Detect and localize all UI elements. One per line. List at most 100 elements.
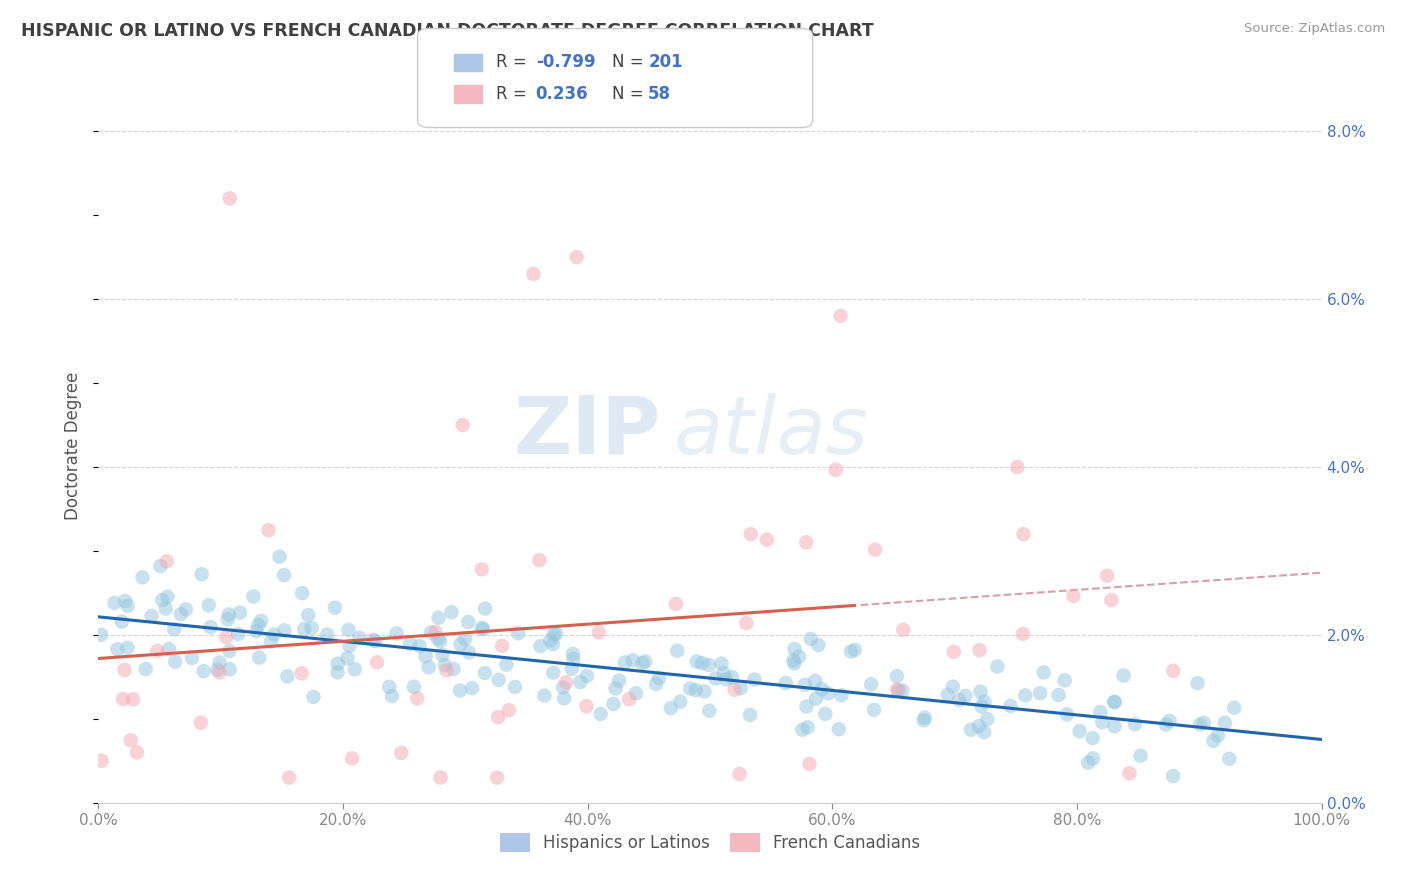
Point	[886, 669, 908, 683]
Point	[229, 606, 252, 620]
Point	[90, 754, 112, 768]
Point	[250, 614, 273, 628]
Point	[817, 686, 839, 700]
Point	[472, 622, 495, 636]
Point	[1062, 589, 1084, 603]
Point	[427, 611, 450, 625]
Point	[1206, 729, 1229, 743]
Point	[645, 677, 668, 691]
Text: -0.799: -0.799	[536, 54, 595, 71]
Point	[218, 607, 240, 622]
Point	[942, 645, 965, 659]
Point	[402, 680, 425, 694]
Point	[887, 683, 910, 698]
Point	[458, 645, 481, 659]
Point	[263, 627, 285, 641]
Point	[955, 689, 977, 703]
Point	[364, 634, 387, 648]
Point	[891, 683, 914, 698]
Point	[690, 657, 713, 671]
Point	[181, 651, 204, 665]
Point	[1056, 707, 1078, 722]
Point	[429, 771, 451, 785]
Point	[1112, 668, 1135, 682]
Point	[669, 695, 692, 709]
Point	[190, 715, 212, 730]
Point	[218, 644, 240, 658]
Point	[1192, 715, 1215, 730]
Point	[291, 586, 314, 600]
Point	[697, 658, 720, 673]
Point	[316, 627, 339, 641]
Point	[302, 690, 325, 704]
Point	[1095, 568, 1118, 582]
Point	[555, 675, 578, 690]
Point	[831, 688, 853, 702]
Point	[666, 643, 689, 657]
Point	[1188, 717, 1211, 731]
Point	[420, 625, 443, 640]
Point	[1118, 766, 1140, 780]
Point	[529, 553, 551, 567]
Point	[969, 684, 991, 698]
Point	[538, 633, 561, 648]
Text: 58: 58	[648, 85, 671, 103]
Point	[602, 697, 624, 711]
Point	[704, 672, 727, 686]
Point	[804, 673, 827, 688]
Point	[617, 692, 640, 706]
Point	[432, 648, 454, 662]
Point	[165, 655, 187, 669]
Point	[886, 682, 908, 697]
Point	[699, 704, 721, 718]
Point	[1053, 673, 1076, 688]
Point	[1029, 686, 1052, 700]
Point	[217, 612, 239, 626]
Point	[1077, 756, 1099, 770]
Point	[1012, 527, 1035, 541]
Point	[967, 719, 990, 733]
Point	[800, 632, 823, 646]
Point	[218, 191, 240, 205]
Point	[426, 632, 449, 646]
Point	[1104, 695, 1126, 709]
Point	[541, 637, 564, 651]
Point	[1129, 748, 1152, 763]
Point	[811, 682, 834, 697]
Point	[149, 559, 172, 574]
Point	[336, 651, 359, 665]
Point	[485, 771, 508, 785]
Point	[503, 680, 526, 694]
Point	[942, 680, 965, 694]
Point	[441, 662, 464, 676]
Point	[349, 631, 371, 645]
Point	[624, 686, 647, 700]
Text: R =: R =	[496, 85, 537, 103]
Point	[830, 309, 852, 323]
Point	[1047, 688, 1070, 702]
Point	[529, 639, 551, 653]
Text: ZIP: ZIP	[513, 392, 661, 471]
Point	[1090, 705, 1112, 719]
Point	[269, 549, 291, 564]
Point	[1187, 676, 1209, 690]
Point	[1213, 715, 1236, 730]
Point	[1161, 664, 1184, 678]
Point	[429, 634, 451, 648]
Point	[155, 601, 177, 615]
Point	[936, 688, 959, 702]
Point	[107, 642, 129, 657]
Point	[257, 523, 280, 537]
Point	[561, 662, 583, 676]
Point	[783, 642, 806, 657]
Point	[1081, 751, 1104, 765]
Point	[389, 746, 412, 760]
Point	[714, 672, 737, 686]
Point	[449, 637, 471, 651]
Point	[114, 663, 136, 677]
Point	[575, 669, 598, 683]
Point	[215, 630, 238, 644]
Point	[273, 624, 295, 638]
Point	[588, 625, 610, 640]
Point	[361, 633, 384, 648]
